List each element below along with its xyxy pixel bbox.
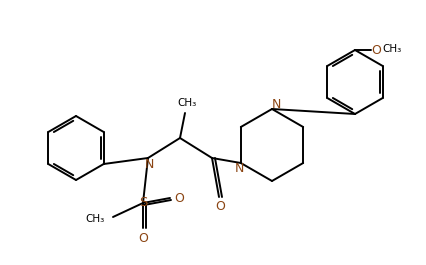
Text: O: O (138, 232, 148, 245)
Text: O: O (215, 200, 225, 213)
Text: N: N (235, 161, 245, 174)
Text: O: O (174, 192, 184, 205)
Text: CH₃: CH₃ (177, 98, 197, 108)
Text: CH₃: CH₃ (383, 44, 402, 54)
Text: N: N (271, 99, 281, 112)
Text: O: O (371, 43, 381, 56)
Text: CH₃: CH₃ (85, 214, 105, 224)
Text: N: N (144, 157, 154, 170)
Text: S: S (139, 197, 147, 210)
